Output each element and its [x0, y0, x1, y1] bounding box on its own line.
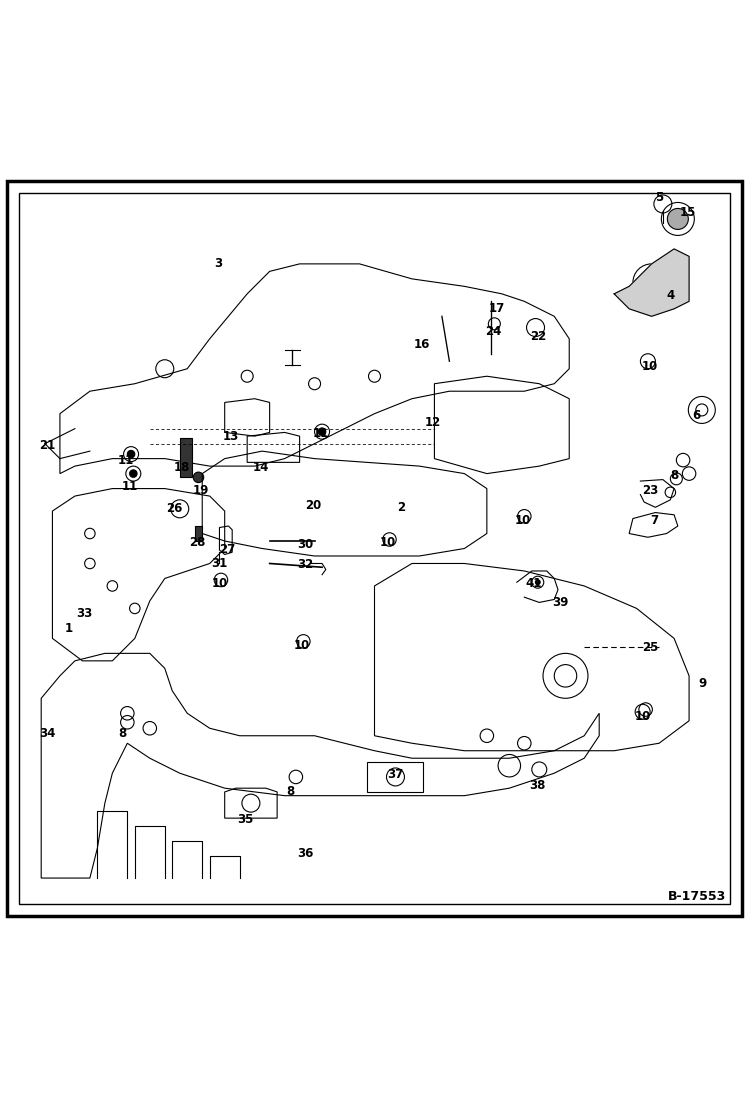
Text: 39: 39 — [552, 596, 568, 609]
Text: 1: 1 — [65, 622, 73, 635]
Text: 8: 8 — [286, 784, 295, 798]
Text: 4: 4 — [666, 289, 675, 302]
Text: 18: 18 — [174, 461, 190, 474]
Text: 19: 19 — [192, 484, 209, 497]
Text: 32: 32 — [297, 558, 314, 572]
Text: 24: 24 — [485, 325, 501, 338]
Text: 3: 3 — [215, 258, 222, 270]
Text: 11: 11 — [121, 479, 138, 493]
Text: 11: 11 — [312, 427, 329, 440]
Text: 22: 22 — [530, 330, 546, 343]
Circle shape — [193, 472, 204, 483]
Text: 2: 2 — [397, 501, 404, 513]
Text: 10: 10 — [380, 536, 396, 548]
Text: 26: 26 — [166, 502, 183, 516]
Text: 7: 7 — [650, 514, 658, 528]
Text: 10: 10 — [294, 638, 310, 652]
Text: 6: 6 — [692, 409, 701, 421]
FancyBboxPatch shape — [7, 181, 742, 916]
Text: 9: 9 — [698, 677, 707, 690]
Bar — [195, 527, 202, 541]
Text: 30: 30 — [297, 539, 314, 552]
Text: 35: 35 — [237, 813, 254, 826]
Text: 38: 38 — [530, 780, 546, 792]
Circle shape — [127, 451, 135, 457]
Circle shape — [667, 208, 688, 229]
Text: 36: 36 — [297, 847, 314, 860]
Bar — [367, 762, 423, 792]
Text: 10: 10 — [211, 577, 228, 590]
Text: 37: 37 — [387, 768, 404, 781]
Text: 14: 14 — [252, 461, 269, 474]
Text: 11: 11 — [118, 454, 134, 466]
Text: 12: 12 — [425, 416, 441, 429]
Text: 15: 15 — [679, 206, 696, 219]
Text: 33: 33 — [76, 607, 93, 620]
Text: 16: 16 — [413, 338, 430, 351]
Text: 25: 25 — [642, 641, 658, 654]
Text: 5: 5 — [655, 192, 664, 204]
Text: 31: 31 — [211, 557, 228, 570]
Circle shape — [318, 428, 326, 436]
Text: 8: 8 — [118, 727, 127, 740]
Text: 28: 28 — [189, 536, 205, 548]
Text: 34: 34 — [39, 727, 55, 740]
Text: 41: 41 — [526, 577, 542, 590]
Text: 20: 20 — [305, 498, 321, 511]
Text: 8: 8 — [670, 468, 679, 482]
Text: 10: 10 — [642, 360, 658, 373]
Text: B-17553: B-17553 — [667, 891, 726, 903]
Text: 17: 17 — [488, 303, 505, 315]
Bar — [180, 438, 192, 476]
Text: 21: 21 — [39, 439, 55, 452]
Text: 10: 10 — [634, 710, 651, 723]
Text: 13: 13 — [222, 430, 239, 443]
Text: 27: 27 — [219, 543, 235, 556]
Circle shape — [535, 579, 541, 585]
Text: 10: 10 — [515, 513, 531, 527]
Text: 23: 23 — [642, 484, 658, 497]
Polygon shape — [614, 249, 689, 316]
Circle shape — [130, 470, 137, 477]
